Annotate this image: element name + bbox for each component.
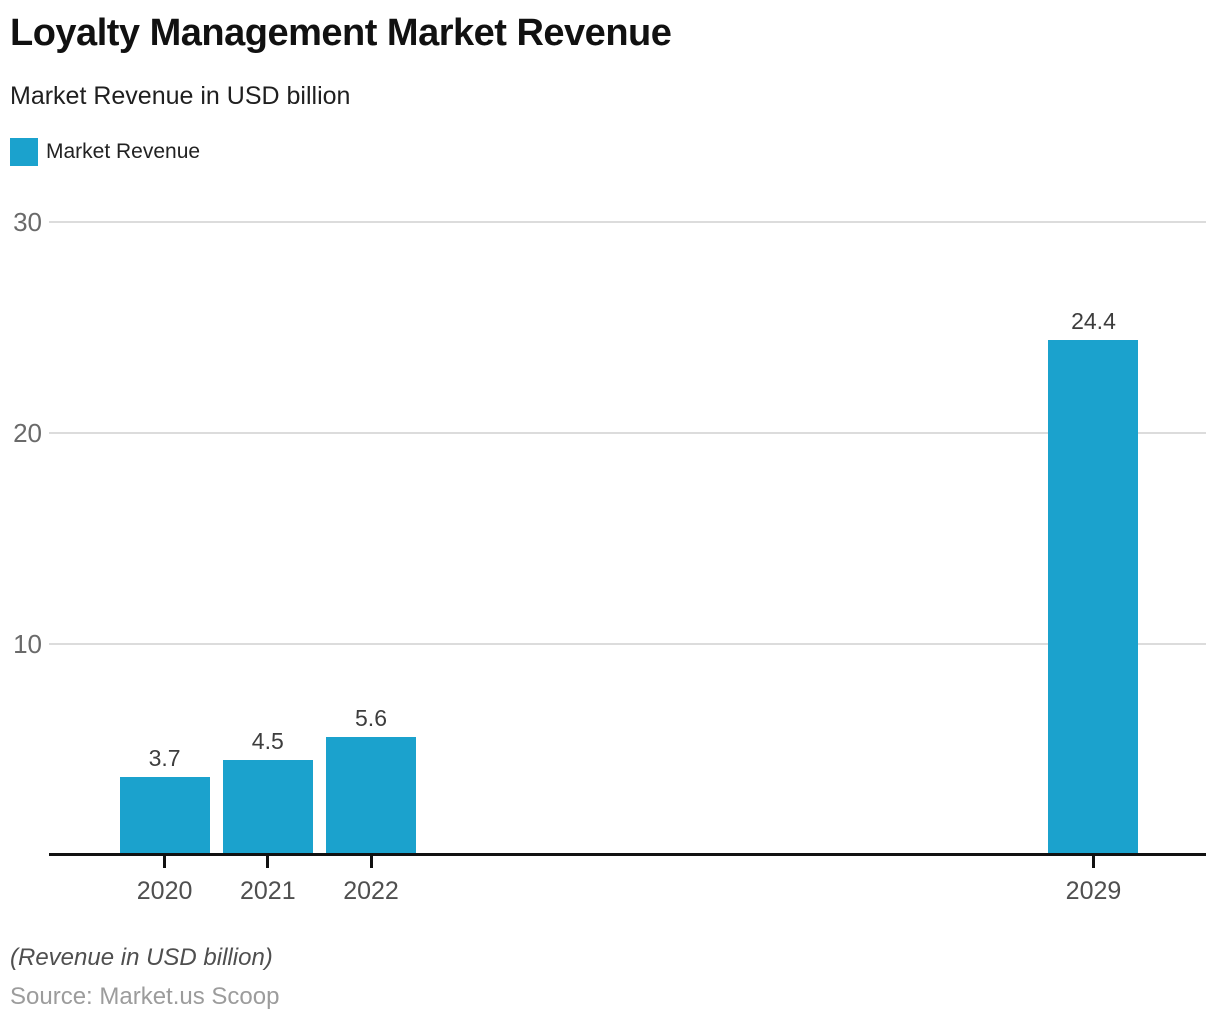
legend-label: Market Revenue: [46, 140, 201, 163]
gridline-30: [49, 221, 1206, 224]
x-axis-tick-label: 2021: [239, 877, 296, 905]
bar-2022: [326, 736, 417, 855]
bar-value-label-2029: 24.4: [1071, 308, 1116, 335]
chart-title: Loyalty Management Market Revenue: [10, 12, 672, 54]
legend-swatch-icon: [10, 138, 38, 166]
x-axis-tick: [369, 856, 373, 868]
x-axis-tick: [266, 856, 270, 868]
y-axis-tick-label: 30: [13, 207, 42, 238]
x-axis-tick-label: 2029: [1065, 877, 1122, 905]
x-axis-tick: [163, 856, 167, 868]
chart-subtitle: Market Revenue in USD billion: [10, 82, 351, 110]
bar-2029: [1048, 340, 1139, 855]
y-axis-tick-label: 10: [13, 629, 42, 660]
legend: Market Revenue: [10, 138, 200, 166]
bar-value-label-2021: 4.5: [251, 728, 284, 755]
y-axis-tick-label: 20: [13, 418, 42, 449]
bar-value-label-2022: 5.6: [355, 704, 387, 731]
x-axis-tick-label: 2020: [136, 877, 193, 905]
bar-value-label-2020: 3.7: [148, 744, 181, 771]
gridline-10: [49, 643, 1206, 646]
footnote: (Revenue in USD billion): [10, 944, 273, 971]
bar-2021: [222, 760, 313, 855]
bar-2020: [119, 776, 210, 855]
x-axis-tick: [1091, 856, 1095, 868]
x-axis-line: [49, 853, 1206, 856]
gridline-20: [49, 432, 1206, 435]
source-credit: Source: Market.us Scoop: [10, 983, 280, 1010]
x-axis-tick-label: 2022: [343, 877, 399, 905]
